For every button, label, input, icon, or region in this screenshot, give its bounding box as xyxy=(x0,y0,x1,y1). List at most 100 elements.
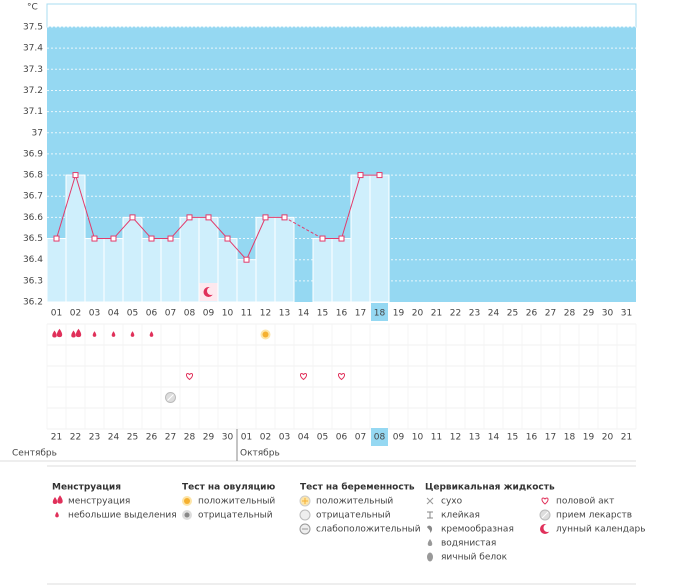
temp-point xyxy=(243,256,250,263)
menstruation-icon xyxy=(56,328,63,338)
legend-label: половой акт xyxy=(556,497,614,507)
x-tick-label: 26 xyxy=(526,309,538,319)
x-tick-label: 24 xyxy=(488,309,500,319)
date-label: 17 xyxy=(545,433,556,443)
y-tick-label: 37 xyxy=(32,128,43,138)
heart-icon xyxy=(300,372,307,381)
date-label: 02 xyxy=(260,433,271,443)
x-tick-label: 17 xyxy=(355,309,366,319)
date-label: 29 xyxy=(203,433,215,443)
temp-bar xyxy=(141,238,162,303)
legend-label: небольшие выделения xyxy=(68,511,177,521)
x-tick-label: 15 xyxy=(317,309,328,319)
x-tick-label: 20 xyxy=(412,309,424,319)
date-label: 22 xyxy=(70,433,81,443)
temp-bar xyxy=(103,238,124,303)
temp-point xyxy=(338,235,345,242)
date-label: 24 xyxy=(108,433,120,443)
menstruation-icon xyxy=(75,328,82,338)
legend-title: Тест на беременность xyxy=(300,482,415,493)
date-label: 21 xyxy=(51,433,62,443)
temp-point xyxy=(91,235,98,242)
date-label: 11 xyxy=(431,433,442,443)
x-tick-label: 03 xyxy=(89,309,100,319)
x-tick-label: 14 xyxy=(298,309,310,319)
date-label: 06 xyxy=(336,433,348,443)
heart-icon xyxy=(541,497,549,505)
date-label: 12 xyxy=(450,433,461,443)
legend-label: положительный xyxy=(198,497,275,507)
temp-bar xyxy=(274,216,295,303)
x-tick-label: 18 xyxy=(374,309,386,319)
dry-icon xyxy=(426,497,434,505)
menstruation-icon xyxy=(52,497,58,504)
y-tick-label: 37.3 xyxy=(23,65,43,75)
day-row xyxy=(47,302,636,322)
spotting-icon xyxy=(130,331,135,337)
ovulation-positive xyxy=(184,498,190,504)
x-tick-label: 05 xyxy=(127,309,138,319)
x-tick-label: 10 xyxy=(222,309,234,319)
spotting-icon xyxy=(92,331,97,337)
eggwhite-icon xyxy=(427,552,433,562)
heart-icon xyxy=(338,372,345,381)
ovulation-negative xyxy=(184,512,190,518)
temp-point xyxy=(53,235,60,242)
x-tick-label: 31 xyxy=(621,309,632,319)
legend-label: сухо xyxy=(441,497,463,507)
temp-bar xyxy=(217,238,238,303)
x-tick-label: 28 xyxy=(564,309,576,319)
temp-bar xyxy=(65,174,86,303)
date-label: 20 xyxy=(602,433,614,443)
pill-icon xyxy=(541,511,549,519)
x-tick-label: 21 xyxy=(431,309,442,319)
month-label: Октябрь xyxy=(240,449,280,459)
temp-point xyxy=(319,235,326,242)
temp-bar xyxy=(369,174,390,303)
date-label: 28 xyxy=(184,433,196,443)
date-label: 25 xyxy=(127,433,138,443)
temp-line xyxy=(322,174,380,240)
legend-label: кремообразная xyxy=(441,525,514,535)
x-tick-label: 12 xyxy=(260,309,271,319)
x-tick-label: 09 xyxy=(203,309,215,319)
date-label: 15 xyxy=(507,433,518,443)
month-label: Сентябрь xyxy=(12,449,57,459)
x-tick-label: 08 xyxy=(184,309,196,319)
menstruation-icon xyxy=(71,330,76,338)
date-label: 13 xyxy=(469,433,480,443)
y-tick-label: 37.2 xyxy=(23,86,43,96)
temp-point xyxy=(224,235,231,242)
date-label: 18 xyxy=(564,433,576,443)
y-tick-label: 36.6 xyxy=(23,213,43,223)
y-tick-label: 36.4 xyxy=(23,255,43,265)
temp-point xyxy=(186,214,193,221)
x-tick-label: 25 xyxy=(507,309,518,319)
legend-label: отрицательный xyxy=(316,511,391,521)
legend-label: менструация xyxy=(68,497,130,507)
creamy-icon xyxy=(427,525,433,533)
x-tick-label: 01 xyxy=(51,309,62,319)
y-tick-label: 36.7 xyxy=(23,192,43,202)
temp-bar xyxy=(122,216,143,303)
temp-point xyxy=(281,214,288,221)
date-label: 05 xyxy=(317,433,328,443)
y-tick-label: 37.4 xyxy=(23,44,43,54)
date-label: 19 xyxy=(583,433,595,443)
y-tick-label: 36.8 xyxy=(23,171,43,181)
pregnancy-positive xyxy=(302,498,308,504)
legend-label: прием лекарств xyxy=(556,511,632,521)
temp-bar xyxy=(84,238,105,303)
temp-bar xyxy=(179,216,200,303)
legend-label: положительный xyxy=(316,497,393,507)
date-label: 01 xyxy=(241,433,252,443)
temp-bar xyxy=(255,216,276,303)
legend-label: отрицательный xyxy=(198,511,273,521)
y-unit: °C xyxy=(27,3,38,13)
temp-point xyxy=(357,172,364,179)
legend-title: Тест на овуляцию xyxy=(182,483,275,493)
x-tick-label: 04 xyxy=(108,309,120,319)
temp-point xyxy=(72,172,79,179)
legend-label: слабоположительный xyxy=(316,525,421,535)
